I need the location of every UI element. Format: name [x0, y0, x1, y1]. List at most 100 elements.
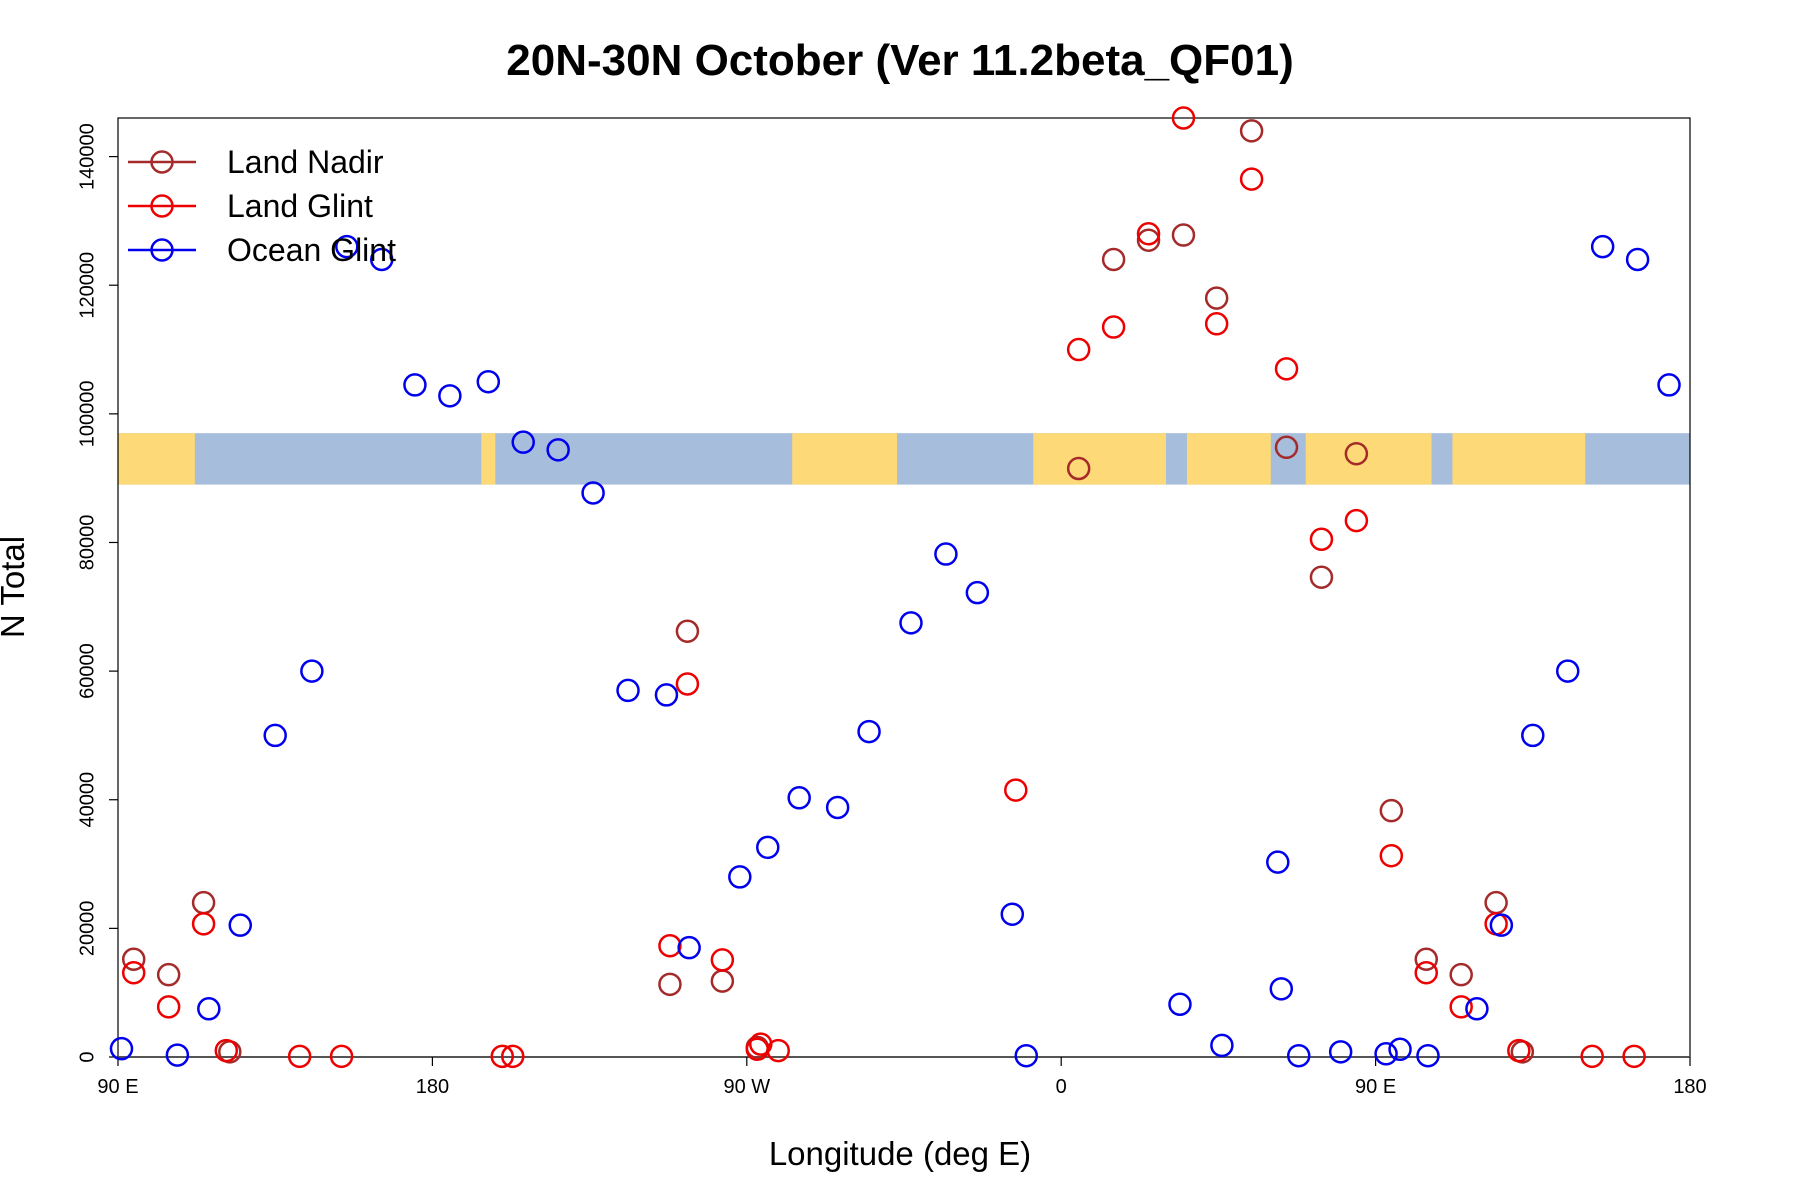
plot-area: 90 E 180 90 W 0 90 E 180 0 20000 40000 60000 80000… [76, 106, 1707, 1098]
x-tick-label: 90 E [97, 1076, 138, 1098]
data-point [1239, 167, 1264, 191]
y-tick-label: 140000 [76, 123, 98, 190]
data-point [1379, 843, 1404, 868]
data-point [1521, 723, 1545, 748]
data-point [787, 786, 811, 810]
data-point [1204, 312, 1229, 336]
x-tick-label: 180 [416, 1076, 449, 1098]
series-ocean-glint [109, 234, 1681, 1068]
map-land [1186, 433, 1271, 485]
legend-marker [150, 194, 174, 218]
data-point [1239, 119, 1264, 143]
x-tick-label: 0 [1056, 1076, 1067, 1098]
data-point [476, 369, 501, 394]
data-point [1210, 1033, 1234, 1058]
y-tick-label: 100000 [76, 380, 98, 447]
data-point [1489, 913, 1514, 937]
data-point [1204, 286, 1229, 310]
data-point [1000, 902, 1025, 926]
map-land [118, 433, 195, 485]
data-point [214, 1038, 239, 1063]
x-axis-label: Longitude (deg E) [769, 1135, 1031, 1172]
y-tick-label: 80000 [76, 515, 98, 571]
data-point [654, 683, 679, 707]
data-point [1004, 778, 1028, 802]
data-point [1136, 222, 1161, 246]
legend-marker [150, 238, 174, 262]
map-land [1452, 433, 1586, 485]
data-point [165, 1043, 190, 1067]
data-point [121, 947, 146, 971]
data-point [934, 542, 958, 566]
data-point [1066, 456, 1091, 481]
data-point [677, 935, 701, 960]
data-point [1328, 1040, 1353, 1064]
data-point [1274, 435, 1299, 460]
data-point [300, 659, 324, 683]
data-point [1625, 247, 1650, 272]
chart-title: 20N-30N October (Ver 11.2beta_QF01) [506, 36, 1293, 85]
data-point [1171, 223, 1196, 247]
data-point [500, 1044, 525, 1069]
data-point [1066, 337, 1091, 362]
data-point [658, 972, 682, 997]
data-point [1101, 247, 1126, 272]
data-point [1416, 1043, 1440, 1068]
data-point [197, 997, 221, 1021]
data-point [616, 678, 640, 703]
y-axis-label: N Total [0, 536, 31, 638]
data-point [825, 795, 850, 820]
data-point [710, 948, 735, 972]
y-tick-label: 20000 [76, 901, 98, 957]
data-point [438, 384, 462, 408]
data-point [228, 913, 253, 937]
x-tick-label: 90 W [723, 1076, 770, 1098]
data-point [191, 912, 216, 936]
data-point [1414, 947, 1439, 971]
data-point [1657, 373, 1681, 397]
legend: Land Nadir Land Glint Ocean Glint [128, 144, 396, 268]
data-point [1449, 995, 1473, 1019]
data-point [1266, 850, 1290, 874]
data-point [1309, 527, 1334, 552]
data-point [899, 611, 923, 635]
data-point [287, 1044, 312, 1069]
data-point [1014, 1043, 1039, 1068]
data-point [1101, 315, 1126, 339]
data-point [329, 1044, 354, 1069]
data-point [1414, 960, 1439, 985]
data-point [1269, 977, 1294, 1001]
data-point [658, 933, 682, 958]
data-point [1484, 890, 1508, 915]
data-point [1465, 997, 1489, 1021]
data-point [1344, 441, 1369, 466]
data-point [1580, 1044, 1604, 1069]
data-point [369, 247, 394, 272]
data-point [1136, 228, 1161, 252]
data-point [1590, 234, 1615, 259]
y-tick-label: 0 [76, 1051, 98, 1062]
data-point [490, 1044, 515, 1069]
map-strip [118, 433, 1690, 485]
data-point [1622, 1044, 1646, 1069]
data-point [1274, 357, 1299, 381]
data-point [1449, 962, 1473, 987]
data-point [675, 672, 700, 696]
data-point [1374, 1042, 1398, 1066]
data-point [335, 234, 359, 259]
data-point [710, 969, 735, 993]
data-point [1286, 1043, 1311, 1068]
data-point [121, 960, 146, 985]
y-tick-label: 60000 [76, 643, 98, 699]
map-land [1305, 433, 1432, 485]
legend-label: Ocean Glint [227, 232, 396, 268]
data-point [156, 995, 181, 1019]
legend-label: Land Glint [227, 188, 373, 224]
data-point [675, 619, 700, 643]
legend-label: Land Nadir [227, 144, 384, 180]
data-point [728, 865, 752, 889]
data-point [511, 430, 535, 454]
data-point [581, 481, 605, 505]
x-tick-label: 90 E [1355, 1076, 1396, 1098]
